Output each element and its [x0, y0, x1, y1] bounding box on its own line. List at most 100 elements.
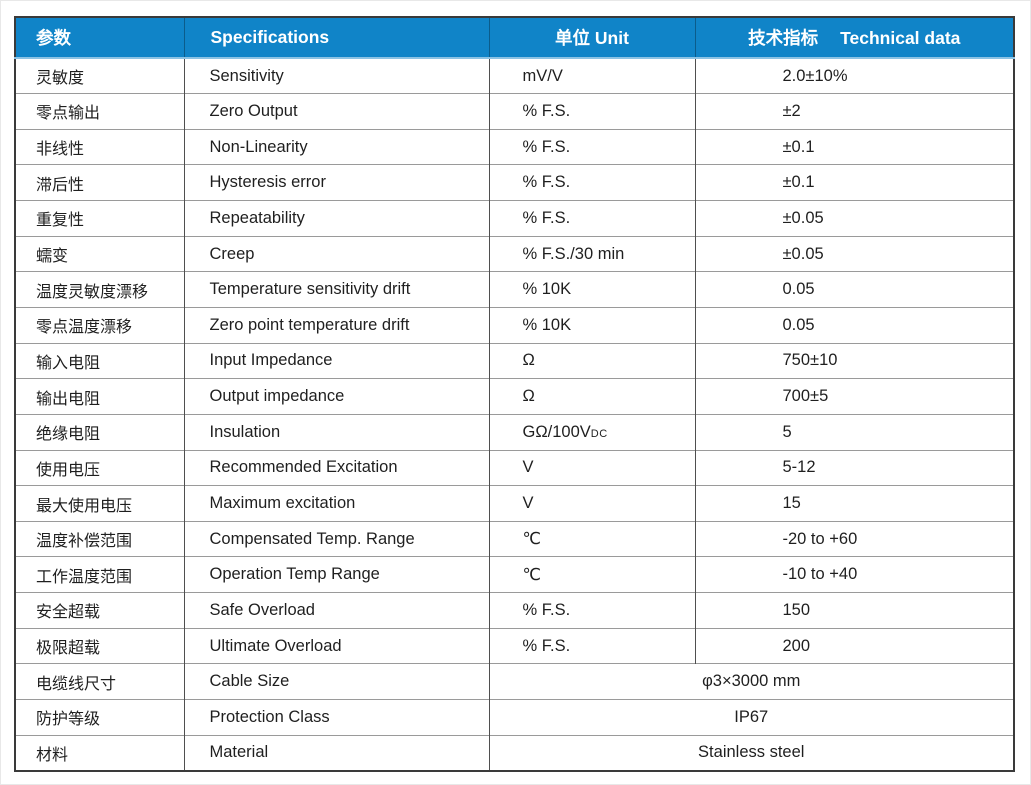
value-cell: 2.0±10% — [694, 57, 1014, 94]
table-row: 防护等级 Protection Class IP67 — [15, 699, 1014, 736]
spec-en-cell: Recommended Excitation — [183, 449, 489, 486]
param-cn-cell: 零点输出 — [15, 93, 184, 130]
header-row: 参数 Specifications 单位 Unit 技术指标 Technical … — [15, 17, 1014, 59]
table-header: 参数 Specifications 单位 Unit 技术指标 Technical … — [15, 17, 1014, 59]
value-cell: 0.05 — [694, 306, 1014, 344]
unit-cell: Ω — [488, 342, 695, 379]
spec-en-cell: Non-Linearity — [183, 128, 489, 165]
spec-en-cell: Output impedance — [183, 378, 489, 415]
table-row: 材料 Material Stainless steel — [15, 734, 1014, 771]
merged-value-cell: IP67 — [488, 699, 1014, 736]
table-row: 零点输出 Zero Output% F.S. ±2 — [15, 93, 1014, 130]
param-cn-cell: 滞后性 — [15, 164, 184, 201]
table-row: 绝缘电阻 Insulation GΩ/100VDC 5 — [15, 413, 1014, 451]
value-cell: ±0.1 — [694, 164, 1014, 201]
value-cell: 5-12 — [694, 449, 1014, 486]
value-cell: ±0.05 — [694, 235, 1014, 272]
value-cell: 700±5 — [694, 378, 1014, 415]
spec-en-cell: Temperature sensitivity drift — [183, 271, 489, 308]
table-row: 输入电阻 Input Impedance Ω 750±10 — [15, 342, 1014, 379]
param-cn-cell: 灵敏度 — [15, 57, 184, 94]
unit-cell: % F.S. — [488, 164, 695, 201]
value-cell: 0.05 — [694, 271, 1014, 308]
param-cn-cell: 防护等级 — [15, 699, 184, 736]
spec-en-cell: Input Impedance — [183, 342, 489, 379]
unit-cell: % F.S. — [488, 128, 695, 165]
param-cn-cell: 蠕变 — [15, 235, 184, 272]
spec-en-cell: Maximum excitation — [183, 485, 489, 522]
value-cell: ±2 — [694, 93, 1014, 130]
spec-en-cell: Zero Output — [183, 93, 489, 130]
value-cell: 5 — [694, 413, 1014, 451]
spec-en-cell: Operation Temp Range — [183, 556, 489, 593]
unit-cell: V — [488, 485, 695, 522]
header-technical-data-cn: 技术指标 — [748, 28, 819, 48]
table-row: 滞后性 Hysteresis error% F.S. ±0.1 — [15, 164, 1014, 201]
table-row: 电缆线尺寸 Cable Size φ3×3000 mm — [15, 663, 1014, 700]
param-cn-cell: 温度灵敏度漂移 — [15, 271, 184, 308]
specifications-table: 参数 Specifications 单位 Unit 技术指标 Technical … — [14, 16, 1015, 772]
unit-cell: % F.S. — [488, 200, 695, 237]
value-cell: 150 — [694, 592, 1014, 629]
table-row: 蠕变 Creep% F.S./30 min ±0.05 — [15, 235, 1014, 272]
value-cell: 15 — [694, 485, 1014, 522]
param-cn-cell: 工作温度范围 — [15, 556, 184, 593]
unit-cell: % F.S. — [488, 93, 695, 130]
unit-cell: % 10K — [488, 306, 695, 344]
table-row: 温度灵敏度漂移 Temperature sensitivity drift% 10… — [15, 271, 1014, 308]
table-row: 极限超载 Ultimate Overload% F.S. 200 — [15, 627, 1014, 664]
value-cell: ±0.1 — [694, 128, 1014, 165]
unit-cell: V — [488, 449, 695, 486]
spec-en-cell: Compensated Temp. Range — [183, 520, 489, 557]
value-cell: 200 — [694, 627, 1014, 664]
param-cn-cell: 绝缘电阻 — [15, 413, 184, 451]
header-unit: 单位 Unit — [488, 17, 695, 59]
spec-en-cell: Sensitivity — [183, 57, 489, 94]
value-cell: -10 to +40 — [694, 556, 1014, 593]
spec-en-cell: Material — [183, 734, 489, 771]
merged-value-cell: Stainless steel — [488, 734, 1014, 771]
value-cell: 750±10 — [694, 342, 1014, 379]
table-row: 使用电压 Recommended Excitation V 5-12 — [15, 449, 1014, 486]
spec-en-cell: Insulation — [183, 413, 489, 451]
table-row: 非线性 Non-Linearity% F.S. ±0.1 — [15, 128, 1014, 165]
unit-cell: ℃ — [488, 520, 695, 557]
merged-value-cell: φ3×3000 mm — [488, 663, 1014, 700]
table-row: 输出电阻 Output impedance Ω 700±5 — [15, 378, 1014, 415]
unit-cell: % F.S. — [488, 592, 695, 629]
unit-cell: GΩ/100VDC — [488, 413, 695, 451]
param-cn-cell: 输入电阻 — [15, 342, 184, 379]
value-cell: ±0.05 — [694, 200, 1014, 237]
param-cn-cell: 材料 — [15, 734, 184, 771]
table-row: 温度补偿范围 Compensated Temp. Range ℃ -20 to +60 — [15, 520, 1014, 557]
spec-en-cell: Ultimate Overload — [183, 627, 489, 664]
table-row: 重复性 Repeatability% F.S. ±0.05 — [15, 200, 1014, 237]
unit-cell: % 10K — [488, 271, 695, 308]
param-cn-cell: 零点温度漂移 — [15, 306, 184, 344]
param-cn-cell: 重复性 — [15, 200, 184, 237]
param-cn-cell: 输出电阻 — [15, 378, 184, 415]
param-cn-cell: 安全超载 — [15, 592, 184, 629]
unit-cell: % F.S. — [488, 627, 695, 664]
unit-cell: Ω — [488, 378, 695, 415]
spec-en-cell: Cable Size — [183, 663, 489, 700]
spec-en-cell: Creep — [183, 235, 489, 272]
spec-en-cell: Repeatability — [183, 200, 489, 237]
unit-cell: mV/V — [488, 57, 695, 94]
spec-en-cell: Zero point temperature drift — [183, 306, 489, 344]
header-technical-data-en: Technical data — [840, 28, 961, 48]
table-row: 工作温度范围 Operation Temp Range ℃ -10 to +40 — [15, 556, 1014, 593]
param-cn-cell: 最大使用电压 — [15, 485, 184, 522]
spec-en-cell: Protection Class — [183, 699, 489, 736]
header-technical-data: 技术指标 Technical data — [694, 17, 1014, 59]
unit-cell: ℃ — [488, 556, 695, 593]
spec-table-body: 灵敏度 Sensitivity mV/V 2.0±10% 零点输出 Zero Output… — [15, 57, 1014, 771]
header-specifications: Specifications — [183, 17, 489, 59]
table-row: 灵敏度 Sensitivity mV/V 2.0±10% — [15, 57, 1014, 94]
table-row: 最大使用电压 Maximum excitation V 15 — [15, 485, 1014, 522]
header-param: 参数 — [15, 17, 184, 59]
table-row: 零点温度漂移 Zero point temperature drift% 10K 0… — [15, 306, 1014, 344]
unit-cell: % F.S./30 min — [488, 235, 695, 272]
table-row: 安全超载 Safe Overload% F.S. 150 — [15, 592, 1014, 629]
